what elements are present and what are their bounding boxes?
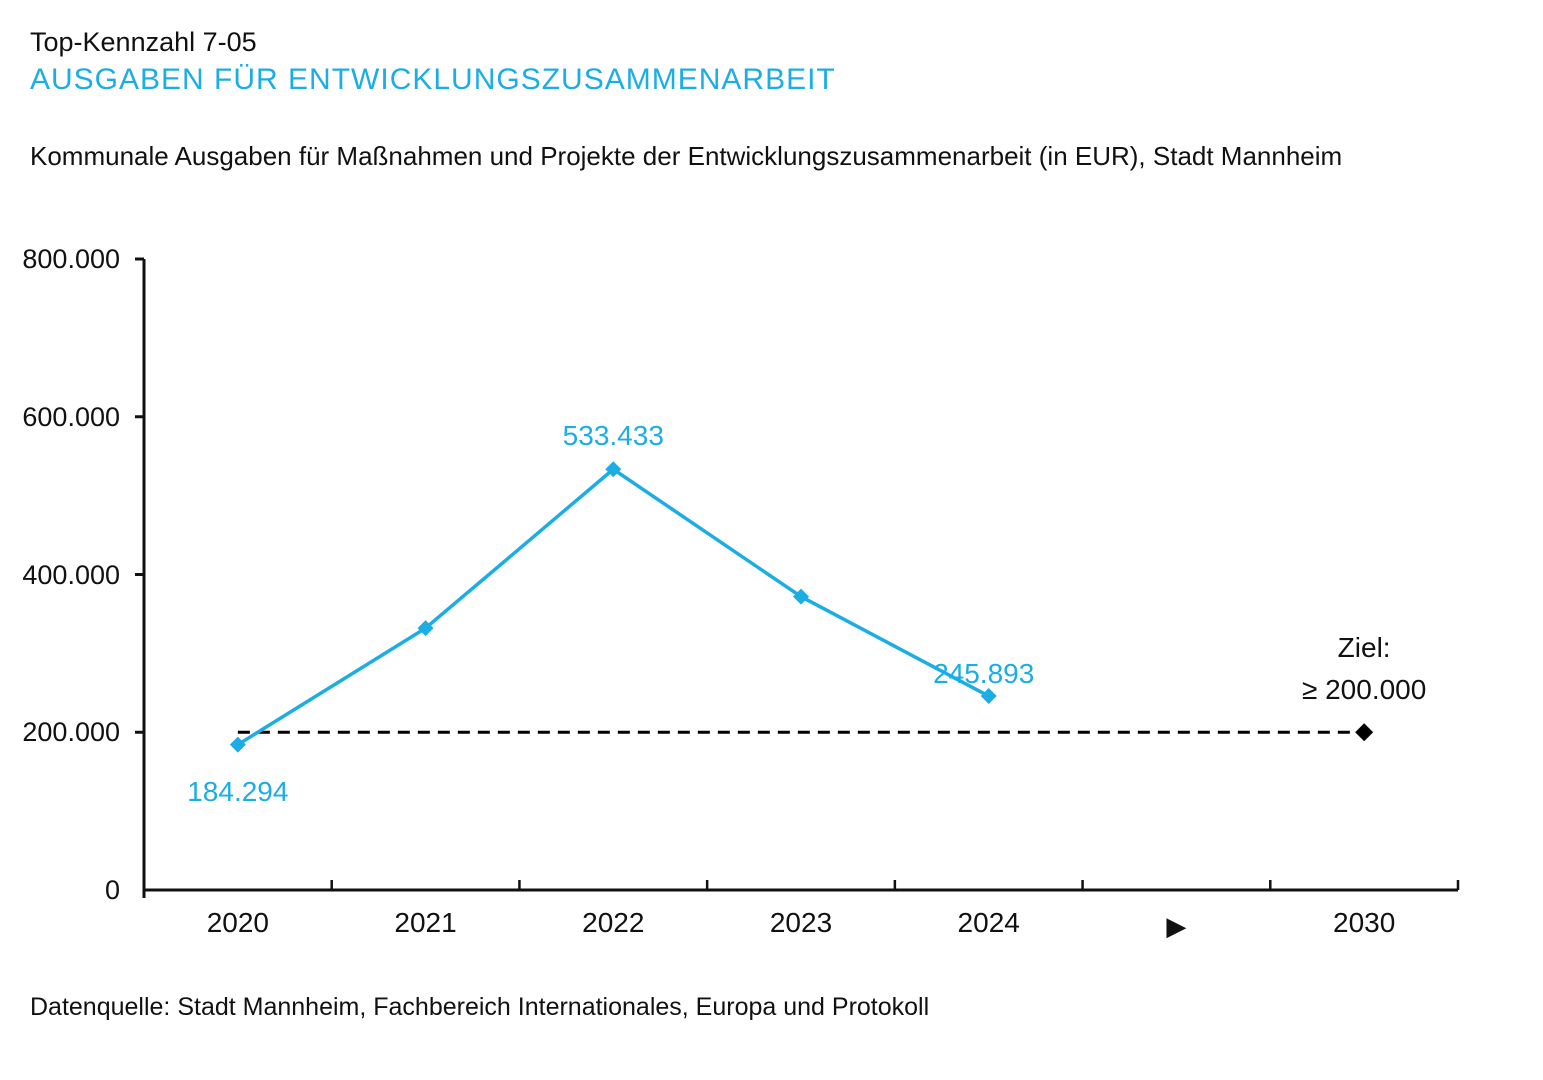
x-axis-label-2022: 2022 <box>582 907 645 938</box>
target-annotation-line2: ≥ 200.000 <box>1301 674 1427 705</box>
y-axis-tick-label: 800.000 <box>22 244 120 274</box>
data-point-marker <box>229 736 246 753</box>
page-title: AUSGABEN FÜR ENTWICKLUNGSZUSAMMENARBEIT <box>30 63 836 96</box>
data-point-marker <box>793 588 809 605</box>
x-axis-label-2020: 2020 <box>206 907 269 938</box>
x-axis-label-2030: 2030 <box>1332 907 1396 938</box>
data-label-2022: 533.433 <box>562 420 664 452</box>
y-axis-tick-label: 400.000 <box>22 559 120 590</box>
target-annotation-line1: Ziel: <box>1337 632 1391 663</box>
series-line <box>236 467 990 747</box>
data-point-marker <box>605 461 622 478</box>
data-label-2024: 245.893 <box>933 658 1035 690</box>
data-label-2020: 184.294 <box>187 775 289 807</box>
y-axis-tick-label: 0 <box>104 875 120 905</box>
kpi-number-kicker: Top-Kennzahl 7-05 <box>30 27 257 57</box>
y-axis-tick-label: 600.000 <box>22 401 120 432</box>
x-axis-label-2021: 2021 <box>394 907 457 938</box>
y-axis-tick-label: 200.000 <box>22 717 120 748</box>
target-end-diamond-marker <box>1355 723 1374 742</box>
chart-subtitle: Kommunale Ausgaben für Maßnahmen und Pro… <box>30 141 1343 171</box>
data-point-marker <box>417 620 434 637</box>
data-point-marker <box>980 688 997 705</box>
x-axis-label-2024: 2024 <box>957 907 1020 938</box>
data-source-note: Datenquelle: Stadt Mannheim, Fachbereich… <box>30 993 930 1021</box>
target-annotation: Ziel: ≥ 200.000 <box>1302 627 1426 711</box>
time-skip-arrow-icon: ▶ <box>1166 911 1187 941</box>
x-axis-label-2023: 2023 <box>769 907 833 938</box>
